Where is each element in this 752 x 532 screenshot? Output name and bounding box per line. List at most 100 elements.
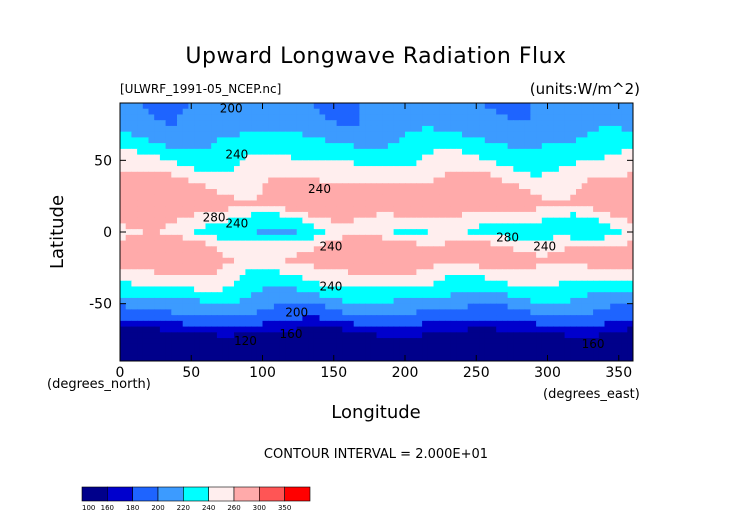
heatmap-cell [576,114,583,121]
heatmap-cell [125,355,132,361]
heatmap-cell [615,286,623,293]
heatmap-cell [137,154,144,161]
heatmap-cell [376,189,383,196]
heatmap-cell [570,257,577,265]
heatmap-cell [467,355,474,361]
heatmap-cell [564,148,571,156]
heatmap-cell [325,309,332,316]
heatmap-cell [439,229,446,236]
heatmap-cell [342,280,349,288]
heatmap-cell [348,229,355,236]
heatmap-cell [211,297,218,305]
heatmap-cell [615,171,623,179]
heatmap-cell [462,166,469,173]
heatmap-cell [262,148,269,156]
heatmap-cell [581,131,588,138]
heatmap-cell [410,252,417,259]
heatmap-cell [291,252,298,259]
heatmap-cell [439,154,446,161]
heatmap-cell [376,315,383,322]
heatmap-cell [587,189,594,196]
heatmap-cell [490,211,497,219]
heatmap-cell [610,154,617,161]
heatmap-cell [387,338,395,345]
heatmap-cell [256,143,264,150]
heatmap-cell [490,206,497,213]
heatmap-cell [137,206,144,213]
heatmap-cell [313,143,321,150]
heatmap-cell [450,125,457,133]
heatmap-cell [313,206,321,213]
heatmap-cell [216,200,224,207]
heatmap-cell [330,252,338,259]
heatmap-cell [593,246,600,253]
heatmap-cell [273,263,281,270]
heatmap-cell [376,183,383,190]
heatmap-cell [484,166,492,173]
heatmap-cell [256,309,264,316]
heatmap-cell [188,200,195,207]
heatmap-cell [524,338,531,345]
heatmap-cell [137,217,144,224]
heatmap-cell [228,229,235,236]
heatmap-cell [348,217,355,224]
heatmap-cell [593,326,600,333]
heatmap-cell [490,200,497,207]
heatmap-cell [399,120,406,127]
heatmap-cell [507,154,514,161]
heatmap-cell [308,349,315,356]
heatmap-cell [558,125,566,133]
heatmap-cell [581,120,588,127]
heatmap-cell [610,257,617,265]
heatmap-cell [610,108,617,116]
heatmap-cell [416,269,423,276]
heatmap-cell [365,320,372,328]
heatmap-cell [251,229,258,236]
heatmap-cell [285,234,292,242]
heatmap-cell [177,189,184,196]
heatmap-cell [228,154,235,161]
heatmap-cell [507,349,514,356]
heatmap-cell [273,252,281,259]
heatmap-cell [353,171,360,179]
heatmap-cell [462,148,469,156]
heatmap-cell [576,292,583,299]
heatmap-cell [450,171,457,179]
heatmap-cell [330,275,338,282]
heatmap-cell [621,320,628,328]
heatmap-cell [439,194,446,202]
heatmap-cell [422,292,429,299]
heatmap-cell [376,297,383,305]
heatmap-cell [615,326,623,333]
heatmap-cell [159,217,167,224]
heatmap-cell [547,263,554,270]
heatmap-cell [570,166,577,173]
heatmap-cell [228,194,235,202]
heatmap-cell [273,234,281,242]
heatmap-cell [564,280,571,288]
heatmap-cell [610,309,617,316]
heatmap-cell [627,154,633,161]
heatmap-cell [188,320,195,328]
heatmap-cell [581,223,588,230]
heatmap-cell [216,269,224,276]
heatmap-cell [216,166,224,173]
heatmap-cell [313,120,321,127]
heatmap-cell [142,120,150,127]
heatmap-cell [296,166,303,173]
heatmap-cell [199,280,207,288]
heatmap-cell [165,211,172,219]
heatmap-cell [387,108,395,116]
heatmap-cell [387,171,395,179]
heatmap-cell [296,252,303,259]
heatmap-cell [405,108,412,116]
heatmap-cell [547,286,554,293]
heatmap-cell [245,206,252,213]
heatmap-cell [444,131,452,138]
heatmap-cell [376,303,383,310]
heatmap-cell [370,108,378,116]
heatmap-cell [154,154,161,161]
heatmap-cell [376,257,383,265]
heatmap-cell [587,103,594,110]
heatmap-cell [154,125,161,133]
